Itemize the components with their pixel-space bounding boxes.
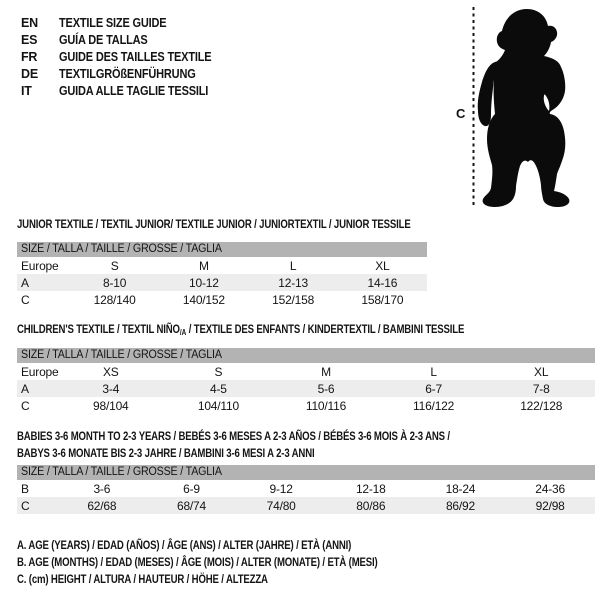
height-cell: 140/152: [182, 292, 225, 307]
height-cell: 122/128: [520, 398, 563, 413]
language-code: FR: [21, 50, 38, 64]
measure-c-label: C: [456, 106, 466, 121]
row-label: Europe: [21, 364, 59, 379]
language-code: DE: [21, 67, 38, 81]
table-row-height: C 128/140 140/152 152/158 158/170: [17, 291, 427, 308]
language-row-it: IT GUIDA ALLE TAGLIE TESSILI: [21, 83, 232, 100]
size-cell: L: [289, 258, 297, 273]
table-row-europe: Europe S M L XL: [17, 257, 427, 274]
footnote-b: B. AGE (MONTHS) / EDAD (MESES) / ÂGE (MO…: [17, 555, 378, 569]
size-cell: S: [110, 258, 119, 273]
size-cell: XL: [375, 258, 390, 273]
height-cell: 68/74: [146, 497, 237, 514]
table-row-age: A 8-10 10-12 12-13 14-16: [17, 274, 427, 291]
row-label: A: [17, 274, 70, 291]
junior-table-title: JUNIOR TEXTILE / TEXTIL JUNIOR/ TEXTILE …: [17, 216, 509, 233]
children-size-table: SIZE / TALLA / TAILLE / GRÖSSE / TAGLIA …: [17, 348, 595, 414]
legend-footnotes: A. AGE (YEARS) / EDAD (AÑOS) / ÂGE (ANS)…: [17, 537, 468, 588]
size-cell: XL: [534, 364, 549, 379]
nino-a-subscript: /A: [179, 328, 187, 337]
guide-title-es: GUÍA DE TALLAS: [59, 33, 148, 47]
language-code: EN: [21, 16, 38, 30]
junior-size-table: SIZE / TALLA / TAILLE / GRÖSSE / TAGLIA …: [17, 242, 427, 308]
babies-table-title-line1: BABIES 3-6 MONTH TO 2-3 YEARS / BEBÉS 3-…: [17, 429, 450, 443]
table-row-height: C 98/104 104/110 110/116 116/122 122/128: [17, 397, 595, 414]
footnote-c: C. (cm) HEIGHT / ALTURA / HAUTEUR / HÖHE…: [17, 572, 268, 586]
height-cell: 152/158: [272, 292, 315, 307]
height-cell: 110/116: [305, 398, 347, 413]
height-cell: 128/140: [93, 292, 136, 307]
table-row-europe: Europe XS S M L XL: [17, 363, 595, 380]
row-label: C: [21, 398, 30, 413]
guide-title-it: GUIDA ALLE TAGLIE TESSILI: [59, 84, 209, 98]
height-cell: 80/86: [325, 497, 416, 514]
guide-title-en: TEXTILE SIZE GUIDE: [59, 16, 167, 30]
size-cell: M: [198, 258, 209, 273]
children-table-title-text: CHILDREN'S TEXTILE / TEXTIL NIÑO/A / TEX…: [17, 322, 465, 337]
babies-table-title: BABIES 3-6 MONTH TO 2-3 YEARS / BEBÉS 3-…: [17, 428, 558, 462]
height-cell: 104/110: [197, 398, 239, 413]
language-title-list: EN TEXTILE SIZE GUIDE ES GUÍA DE TALLAS …: [21, 15, 232, 100]
row-label: Europe: [21, 258, 59, 273]
size-header-label: SIZE / TALLA / TAILLE / GRÖSSE / TAGLIA: [21, 348, 222, 361]
size-header-row: SIZE / TALLA / TAILLE / GRÖSSE / TAGLIA: [17, 465, 595, 480]
height-cell: 74/80: [236, 497, 326, 514]
size-cell: M: [321, 364, 331, 379]
size-header-row: SIZE / TALLA / TAILLE / GRÖSSE / TAGLIA: [17, 348, 595, 363]
height-cell: 158/170: [361, 292, 404, 307]
height-cell: 116/122: [413, 398, 455, 413]
height-cell: 62/68: [57, 497, 147, 514]
language-row-de: DE TEXTILGRÖßENFÜHRUNG: [21, 66, 232, 83]
age-cell: 6-9: [183, 481, 200, 496]
size-header-label: SIZE / TALLA / TAILLE / GRÖSSE / TAGLIA: [21, 242, 222, 255]
size-header-label: SIZE / TALLA / TAILLE / GRÖSSE / TAGLIA: [21, 465, 222, 478]
table-row-height: C 62/68 68/74 74/80 80/86 86/92 92/98: [17, 497, 595, 514]
size-cell: S: [214, 364, 223, 379]
baby-silhouette-icon: [477, 9, 570, 207]
guide-title-de: TEXTILGRÖßENFÜHRUNG: [59, 67, 196, 81]
age-cell: 8-10: [70, 274, 160, 291]
babies-size-table: SIZE / TALLA / TAILLE / GRÖSSE / TAGLIA …: [17, 465, 595, 514]
age-cell: 9-12: [269, 481, 293, 496]
language-row-en: EN TEXTILE SIZE GUIDE: [21, 15, 232, 32]
language-code: IT: [21, 84, 32, 98]
children-table-title: CHILDREN'S TEXTILE / TEXTIL NIÑO/A / TEX…: [17, 321, 576, 341]
age-cell: 18-24: [445, 481, 476, 496]
age-cell: 3-6: [93, 481, 111, 496]
age-cell: 6-7: [379, 380, 488, 397]
height-cell: 98/104: [93, 398, 129, 413]
age-cell: 12-18: [355, 481, 386, 496]
age-cell: 5-6: [272, 380, 380, 397]
age-cell: 12-13: [248, 274, 338, 291]
height-cell: 86/92: [415, 497, 506, 514]
guide-title-fr: GUIDE DES TAILLES TEXTILE: [59, 50, 212, 64]
babies-table-title-line2: BABYS 3-6 MONATE BIS 2-3 JAHRE / BAMBINI…: [17, 446, 315, 460]
size-header-row: SIZE / TALLA / TAILLE / GRÖSSE / TAGLIA: [17, 242, 427, 257]
size-cell: XS: [102, 364, 119, 379]
junior-table-title-text: JUNIOR TEXTILE / TEXTIL JUNIOR/ TEXTILE …: [17, 217, 411, 231]
language-row-fr: FR GUIDE DES TAILLES TEXTILE: [21, 49, 232, 66]
baby-height-figure: C: [456, 7, 570, 207]
age-cell: 10-12: [159, 274, 249, 291]
age-cell: 14-16: [337, 274, 427, 291]
age-cell: 7-8: [487, 380, 595, 397]
size-cell: L: [430, 364, 437, 379]
row-label: A: [17, 380, 57, 397]
age-cell: 24-36: [535, 481, 565, 496]
table-row-age: A 3-4 4-5 5-6 6-7 7-8: [17, 380, 595, 397]
age-cell: 3-4: [57, 380, 165, 397]
row-label: C: [21, 292, 30, 307]
height-cell: 92/98: [505, 497, 595, 514]
language-row-es: ES GUÍA DE TALLAS: [21, 32, 232, 49]
footnote-a: A. AGE (YEARS) / EDAD (AÑOS) / ÂGE (ANS)…: [17, 538, 352, 552]
table-row-age-months: B 3-6 6-9 9-12 12-18 18-24 24-36: [17, 480, 595, 497]
age-cell: 4-5: [164, 380, 273, 397]
row-label: C: [17, 497, 57, 514]
language-code: ES: [21, 33, 38, 47]
row-label: B: [21, 481, 29, 496]
